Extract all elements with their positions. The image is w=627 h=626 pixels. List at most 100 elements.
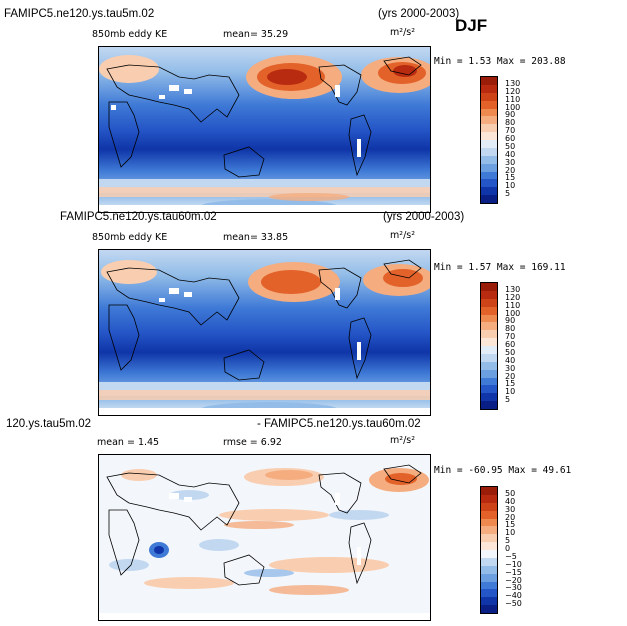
colorbar-tick-label: 100 [505, 102, 521, 112]
colorbar-swatch [481, 369, 497, 378]
panel3-case-title: 120.ys.tau5m.02 [6, 418, 92, 430]
colorbar-tick-label: 80 [505, 324, 516, 334]
colorbar-swatch [481, 518, 497, 527]
colorbar-tick-label: 60 [505, 134, 516, 143]
colorbar-swatch [481, 298, 497, 307]
panel1-colorbar [480, 76, 498, 204]
colorbar-tick-label: 70 [505, 126, 516, 136]
colorbar-swatch [481, 361, 497, 370]
colorbar-tick-label: 10 [505, 181, 516, 191]
colorbar-swatch [481, 597, 497, 606]
panel1-years: (yrs 2000-2003) [378, 8, 460, 20]
colorbar-swatch [481, 581, 497, 590]
colorbar-tick-label: −40 [505, 591, 522, 601]
colorbar-tick-label: −30 [505, 583, 522, 593]
colorbar-tick-label: 110 [505, 300, 521, 310]
colorbar-swatch [481, 346, 497, 354]
colorbar-tick-label: 40 [505, 496, 516, 506]
colorbar-swatch [481, 84, 497, 93]
colorbar-tick-label: 15 [505, 379, 516, 389]
colorbar-tick-label: −5 [505, 551, 517, 561]
panel2-map-field [99, 250, 435, 418]
colorbar-swatch [481, 393, 497, 402]
colorbar-tick-label: 100 [505, 308, 521, 318]
panel3-case-title-right: - FAMIPC5.ne120.ys.tau60m.02 [257, 418, 421, 430]
panel2-units: m²/s² [390, 230, 416, 241]
colorbar-tick-label: 120 [505, 292, 521, 302]
panel3-colorbar-labels: 50 40 30 20 15 10 5 0 −5 −10 −15 −20 −30 −40 −50 [505, 486, 545, 614]
colorbar-swatch [481, 353, 497, 362]
panel1-units: m²/s² [390, 27, 416, 38]
colorbar-swatch [481, 108, 497, 117]
colorbar-tick-label: 20 [505, 165, 516, 175]
colorbar-swatch [481, 314, 497, 323]
colorbar-tick-label: 10 [505, 528, 516, 538]
colorbar-swatch [481, 338, 497, 346]
panel1-map-field [99, 47, 437, 215]
colorbar-tick-label: 0 [505, 544, 511, 553]
colorbar-swatch [481, 195, 497, 203]
panel3-map-field [99, 455, 430, 620]
colorbar-swatch [481, 179, 497, 188]
panel3-rmse: rmse = 6.92 [223, 437, 282, 448]
colorbar-swatch [481, 565, 497, 574]
colorbar-swatch [481, 290, 497, 299]
colorbar-tick-label: 30 [505, 363, 516, 373]
colorbar-swatch [481, 124, 497, 133]
colorbar-tick-label: 5 [505, 189, 511, 199]
panel1-map [98, 46, 437, 215]
colorbar-swatch [481, 77, 497, 85]
colorbar-swatch [481, 187, 497, 196]
colorbar-tick-label: 60 [505, 340, 516, 349]
colorbar-tick-label: −20 [505, 575, 522, 585]
colorbar-tick-label: 130 [505, 284, 521, 294]
panel2-years: (yrs 2000-2003) [383, 211, 465, 223]
colorbar-tick-label: 20 [505, 371, 516, 381]
colorbar-tick-label: 15 [505, 173, 516, 183]
colorbar-swatch [481, 163, 497, 172]
panel2-map [98, 249, 435, 418]
panel3-units: m²/s² [390, 435, 416, 446]
panel3-mean: mean = 1.45 [97, 437, 160, 448]
colorbar-swatch [481, 377, 497, 386]
colorbar-swatch [481, 502, 497, 511]
colorbar-tick-label: 50 [505, 347, 516, 357]
colorbar-swatch [481, 589, 497, 598]
panel2-case-title: FAMIPC5.ne120.ys.tau60m.02 [60, 211, 217, 223]
panel2-variable: 850mb eddy KE [92, 232, 168, 243]
colorbar-swatch [481, 147, 497, 156]
colorbar-swatch [481, 557, 497, 566]
colorbar-tick-label: 5 [505, 395, 511, 405]
colorbar-swatch [481, 100, 497, 109]
colorbar-swatch [481, 494, 497, 503]
colorbar-tick-label: 40 [505, 149, 516, 159]
colorbar-swatch [481, 534, 497, 543]
colorbar-tick-label: 30 [505, 157, 516, 167]
colorbar-swatch [481, 550, 497, 558]
panel1-minmax: Min = 1.53 Max = 203.88 [434, 56, 566, 67]
colorbar-tick-label: 20 [505, 512, 516, 522]
colorbar-swatch [481, 385, 497, 394]
colorbar-tick-label: −10 [505, 559, 522, 569]
colorbar-swatch [481, 322, 497, 331]
colorbar-swatch [481, 116, 497, 125]
season-label: DJF [455, 16, 488, 35]
colorbar-swatch [481, 155, 497, 164]
colorbar-tick-label: 40 [505, 355, 516, 365]
colorbar-swatch [481, 573, 497, 582]
colorbar-swatch [481, 92, 497, 101]
colorbar-swatch [481, 542, 497, 550]
colorbar-tick-label: 120 [505, 86, 521, 96]
panel2-minmax: Min = 1.57 Max = 169.11 [434, 262, 566, 273]
colorbar-swatch [481, 330, 497, 339]
colorbar-swatch [481, 306, 497, 315]
panel1-mean: mean= 35.29 [223, 29, 289, 40]
colorbar-swatch [481, 283, 497, 291]
colorbar-tick-label: 110 [505, 94, 521, 104]
colorbar-tick-label: −50 [505, 599, 522, 609]
colorbar-tick-label: 10 [505, 387, 516, 397]
colorbar-tick-label: 30 [505, 504, 516, 514]
colorbar-tick-label: 50 [505, 488, 516, 498]
colorbar-tick-label: 130 [505, 78, 521, 88]
colorbar-swatch [481, 510, 497, 519]
